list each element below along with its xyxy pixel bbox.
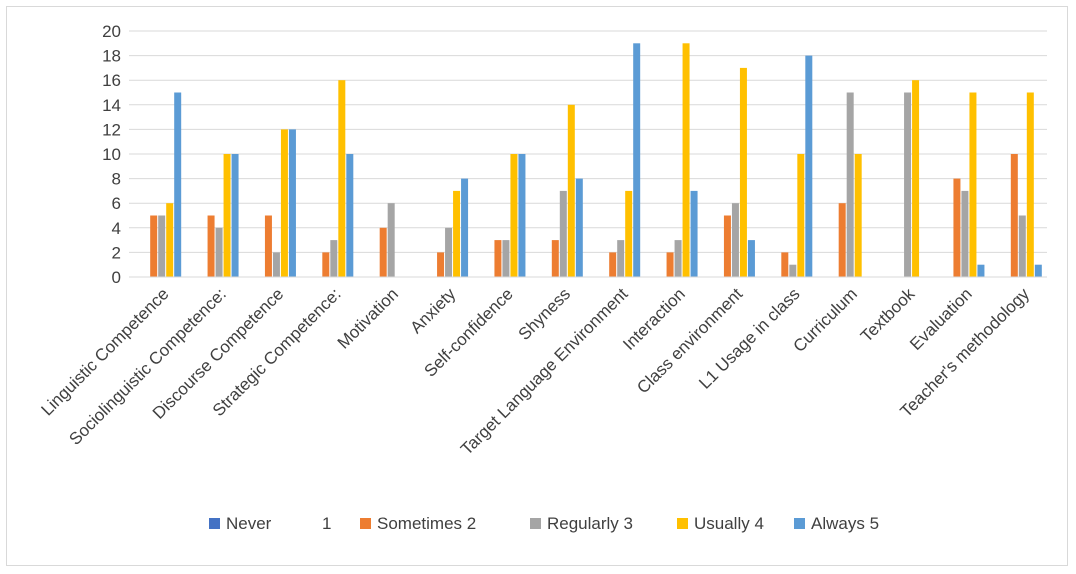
bar-regularly [846,92,854,277]
bar-always [575,178,583,277]
legend-sometimes-label: Sometimes 2 [377,514,476,533]
bar-regularly [961,190,969,277]
bar-always [288,129,296,277]
bar-usually [739,67,747,278]
bar-regularly [904,92,912,277]
bar-regularly [1018,215,1026,277]
legend: Never 1 Sometimes 2 Regularly 3 Usually 4 Alw… [209,514,879,533]
bar-always [977,264,985,277]
bar-always [805,55,813,277]
bar-usually [166,203,174,277]
y-tick-label: 20 [102,22,121,41]
bar-always [461,178,469,277]
bar-regularly [215,227,223,277]
bar-sometimes [953,178,961,277]
bar-regularly [158,215,166,277]
bar-chart: 0 2 4 6 8 10 12 14 16 18 20 Linguistic CompetenceS… [37,22,1047,533]
bar-regularly [387,203,395,277]
y-tick-label: 10 [102,145,121,164]
legend-always-label: Always 5 [811,514,879,533]
bar-usually [338,80,346,277]
bar-sometimes [264,215,272,277]
bar-usually [854,154,862,277]
bar-usually [969,92,977,277]
legend-regularly-label: Regularly 3 [547,514,633,533]
y-tick-label: 14 [102,96,121,115]
y-axis-ticks: 0 2 4 6 8 10 12 14 16 18 20 [102,22,121,287]
bar-sometimes [494,240,502,277]
bar-usually [453,190,461,277]
chart-area: 0 2 4 6 8 10 12 14 16 18 20 Linguistic Competence S… [6,6,1068,566]
bar-regularly [559,190,567,277]
y-tick-label: 18 [102,47,121,66]
bar-always [518,154,526,277]
legend-always-swatch [794,518,805,529]
bar-always [346,154,354,277]
bar-usually [567,104,575,277]
bar-sometimes [1010,154,1018,277]
bar-regularly [731,203,739,277]
x-category-label: Class environment [633,284,746,397]
legend-usually-label: Usually 4 [694,514,764,533]
bar-usually [912,80,920,277]
y-tick-label: 2 [112,243,121,262]
y-tick-label: 8 [112,170,121,189]
bar-always [174,92,182,277]
legend-never-label: Never [226,514,272,533]
bar-regularly [789,264,797,277]
bar-sometimes [838,203,846,277]
x-category-label: Shyness [515,284,575,344]
bar-always [690,190,698,277]
bar-usually [280,129,288,277]
bar-usually [510,154,518,277]
bar-usually [625,190,633,277]
y-tick-label: 4 [112,219,121,238]
x-category-label: Motivation [334,284,402,352]
bar-sometimes [322,252,330,277]
bar-sometimes [379,227,387,277]
bar-regularly [330,240,338,277]
legend-never-extra: 1 [322,514,331,533]
bar-regularly [617,240,625,277]
bar-regularly [445,227,453,277]
bar-usually [682,43,690,277]
legend-usually-swatch [677,518,688,529]
bar-always [1034,264,1042,277]
bars [150,43,1042,278]
bar-always [633,43,641,277]
bar-sometimes [666,252,674,277]
bar-sometimes [609,252,617,277]
y-tick-label: 16 [102,71,121,90]
bar-sometimes [150,215,158,277]
bar-sometimes [723,215,731,277]
legend-never-swatch [209,518,220,529]
legend-regularly-swatch [530,518,541,529]
y-tick-label: 6 [112,194,121,213]
bar-regularly [272,252,280,277]
bar-sometimes [437,252,445,277]
bar-regularly [502,240,510,277]
bar-usually [1026,92,1034,277]
bar-regularly [674,240,682,277]
bar-usually [797,154,805,277]
bar-sometimes [207,215,215,277]
y-tick-label: 0 [112,268,121,287]
legend-sometimes-swatch [360,518,371,529]
y-tick-label: 12 [102,120,121,139]
bar-usually [223,154,231,277]
bar-always [747,240,755,277]
x-category-label: L1 Usage in class [695,284,803,392]
x-category-label: Anxiety [407,284,460,337]
bar-sometimes [551,240,559,277]
bar-always [231,154,239,277]
bar-sometimes [781,252,789,277]
